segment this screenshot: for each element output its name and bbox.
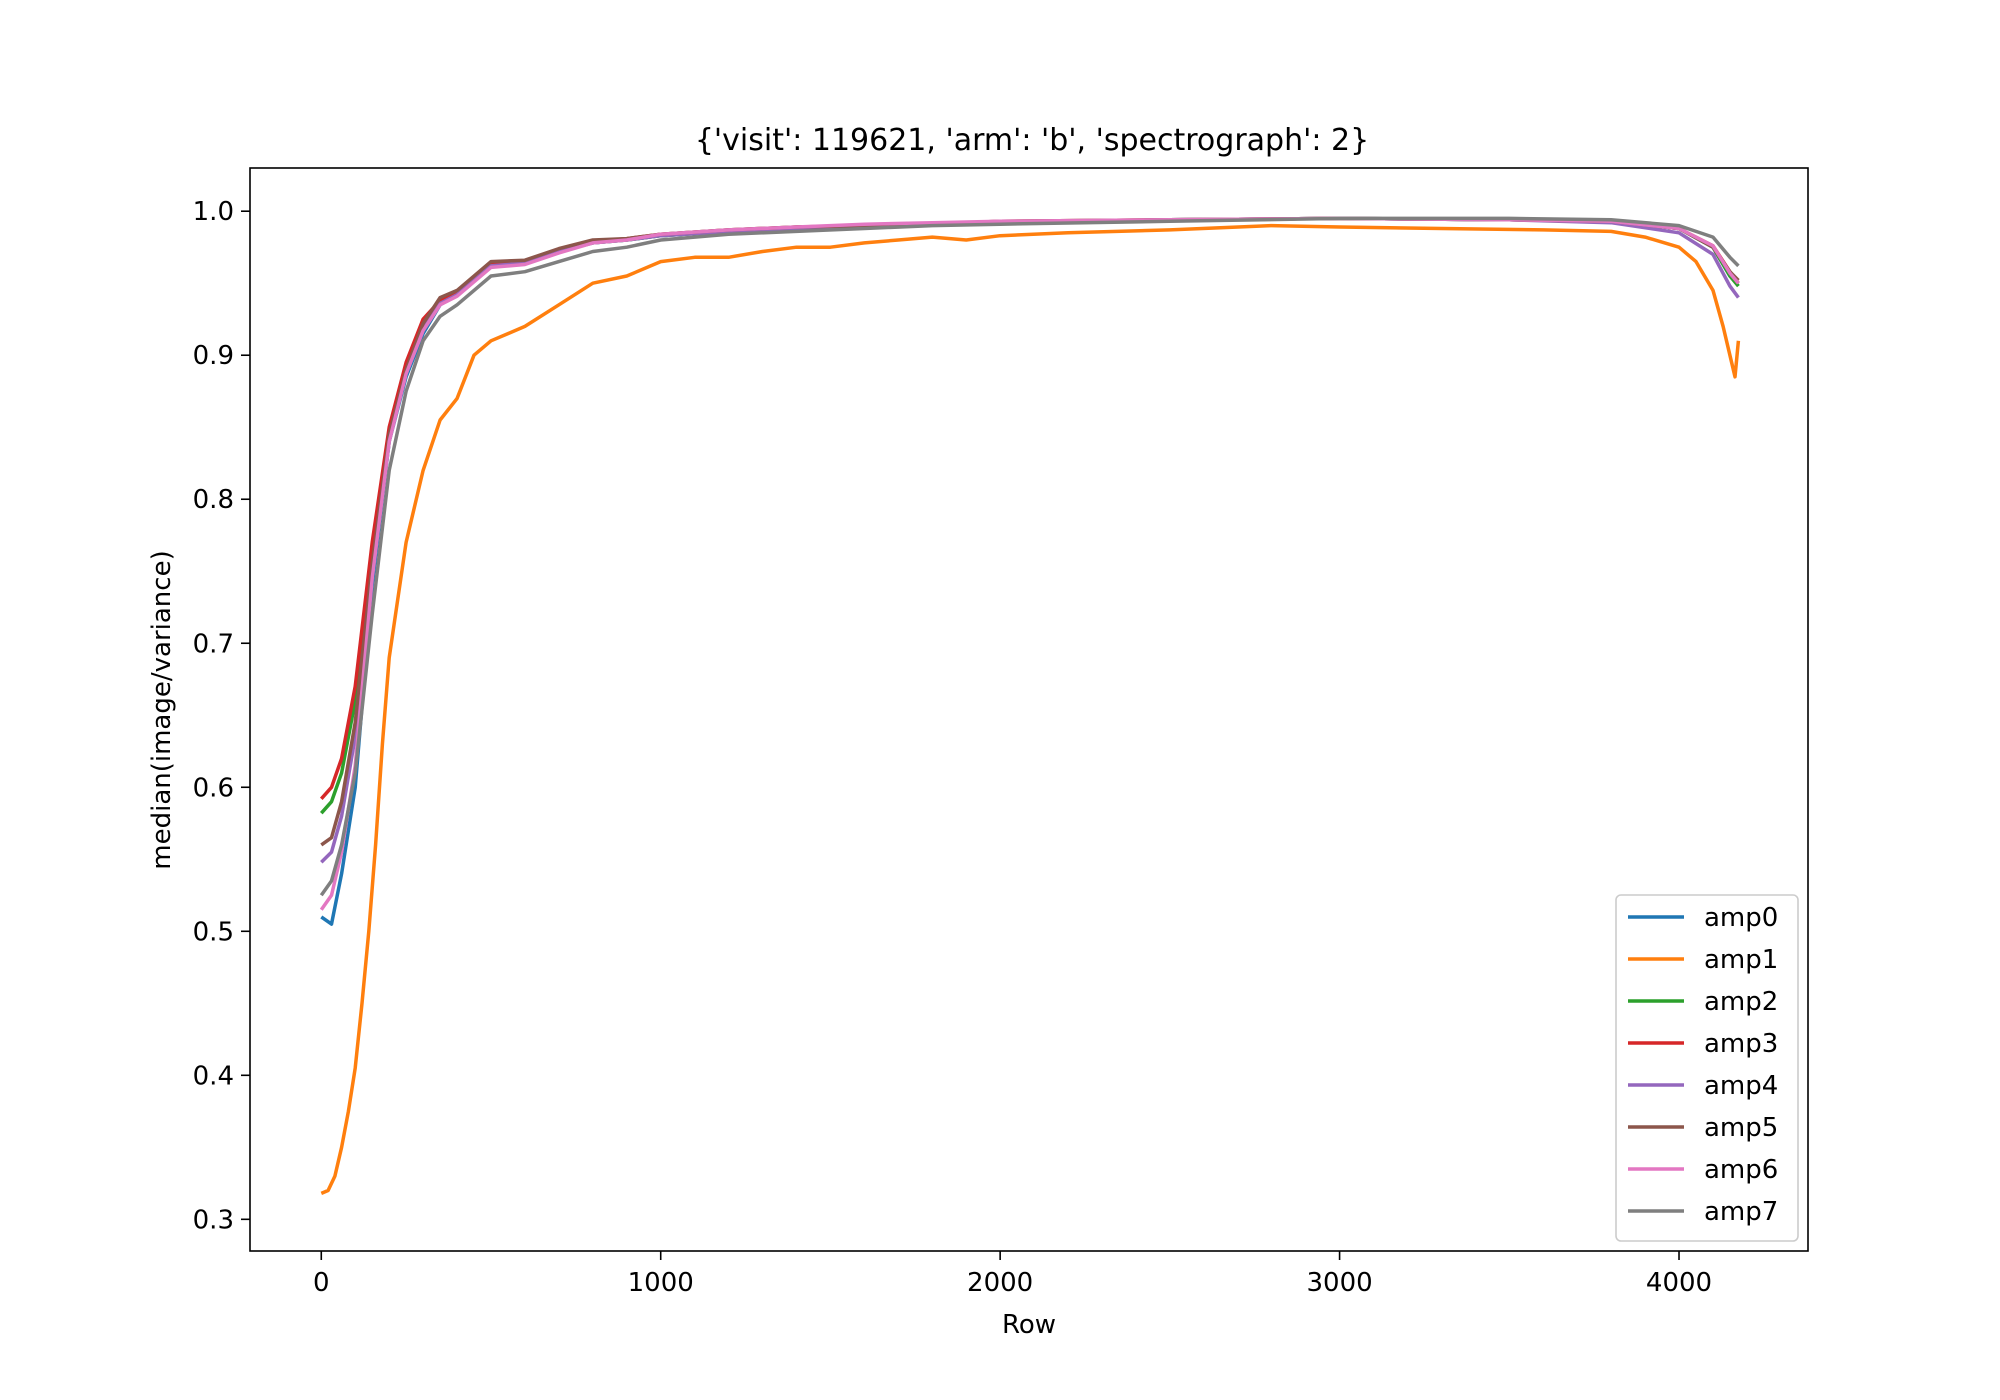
- legend-label-amp0: amp0: [1704, 903, 1778, 933]
- legend-label-amp6: amp6: [1704, 1155, 1778, 1185]
- x-tick-label: 4000: [1646, 1268, 1712, 1298]
- y-tick-label: 0.4: [193, 1061, 234, 1091]
- series-line-amp1: [320, 223, 1741, 1196]
- x-tick-label: 3000: [1306, 1268, 1372, 1298]
- legend-label-amp5: amp5: [1704, 1113, 1778, 1143]
- y-axis-label: median(image/variance): [147, 550, 177, 869]
- legend-label-amp4: amp4: [1704, 1071, 1778, 1101]
- plot-area-frame: [249, 167, 1809, 1252]
- y-tick-label: 0.3: [193, 1205, 234, 1235]
- legend-label-amp7: amp7: [1704, 1197, 1778, 1227]
- y-tick-label: 1.0: [193, 197, 234, 227]
- y-tick-label: 0.8: [193, 485, 234, 515]
- legend-label-amp3: amp3: [1704, 1029, 1778, 1059]
- y-tick-label: 0.6: [193, 773, 234, 803]
- y-tick-label: 0.9: [193, 341, 234, 371]
- x-axis: 0 1000 2000 3000 4000: [313, 1251, 1712, 1298]
- y-axis: 0.3 0.4 0.5 0.6 0.7 0.8 0.9 1.0: [193, 197, 250, 1235]
- x-tick-label: 2000: [967, 1268, 1033, 1298]
- legend-box: [1615, 894, 1799, 1242]
- legend: amp0 amp1 amp2 amp3 amp4 amp5 amp6 amp7: [1615, 894, 1799, 1242]
- y-tick-label: 0.5: [193, 917, 234, 947]
- chart-title: {'visit': 119621, 'arm': 'b', 'spectrogr…: [695, 123, 1369, 158]
- x-axis-label: Row: [1002, 1310, 1056, 1340]
- legend-label-amp1: amp1: [1704, 945, 1778, 975]
- x-tick-label: 1000: [628, 1268, 694, 1298]
- y-tick-label: 0.7: [193, 629, 234, 659]
- legend-label-amp2: amp2: [1704, 987, 1778, 1017]
- x-tick-label: 0: [313, 1268, 330, 1298]
- series-layer: [319, 216, 1741, 1196]
- series-line-amp7: [319, 216, 1740, 897]
